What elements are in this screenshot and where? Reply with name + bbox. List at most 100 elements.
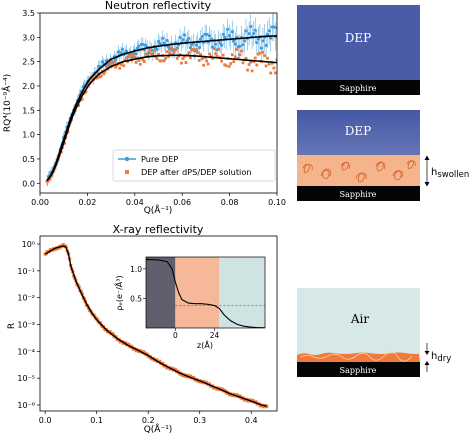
dep-after-point [159, 59, 163, 63]
xray-xtick-label: 0.0 [39, 416, 52, 425]
dep-after-point [240, 49, 243, 53]
dep-after-point [236, 57, 240, 60]
polymer-coil-1 [302, 163, 313, 173]
dep-after-point [267, 62, 271, 66]
dep-after-point [150, 52, 153, 56]
polymer-coil-6 [392, 170, 404, 181]
dep-after-point [250, 69, 254, 73]
dep-after-point [77, 104, 80, 107]
swollen-dimension: hswollen [424, 155, 469, 187]
dep-after-point [115, 63, 119, 67]
dep-after-point [84, 90, 88, 94]
inset-ylabel: ρₑ(e⁻/Å³) [113, 275, 124, 310]
dep-after-point [111, 62, 115, 66]
dep-after-point [246, 68, 249, 72]
dep-after-point [137, 59, 141, 62]
dep-label-top: DEP [345, 31, 371, 45]
sapphire-substrate-top [297, 80, 420, 95]
schematic-swollen: DEP Sapphire hswollen [297, 110, 469, 201]
dep-after-point [181, 57, 185, 60]
dep-after-point [165, 50, 169, 53]
neutron-xlabel: Q(Å⁻¹) [144, 204, 173, 216]
dry-film-texture [299, 351, 413, 362]
dep-after-point [148, 48, 152, 52]
dep-after-point [214, 52, 218, 56]
xray-ytick-label: 10⁻² [17, 294, 35, 303]
inset-region-2 [219, 257, 265, 328]
xray-ytick-label: 10⁻⁶ [17, 401, 35, 410]
dep-after-point [102, 72, 106, 76]
pure-dep-point [147, 51, 151, 55]
dep-after-point [223, 63, 227, 67]
dep-after-point [241, 61, 245, 65]
dep-after-point [197, 58, 201, 62]
dep-after-point [112, 60, 116, 64]
pure-dep-point [220, 43, 224, 47]
neutron-xtick-label: 0.02 [78, 198, 96, 207]
dep-after-point [215, 54, 219, 58]
pure-dep-point [161, 36, 165, 40]
pure-dep-point [124, 49, 128, 53]
inset-xlabel: z(Å) [197, 339, 213, 350]
dep-after-point [119, 63, 123, 66]
dep-after-point [188, 56, 192, 60]
dep-after-point [274, 71, 277, 75]
neutron-ytick-label: 3.5 [22, 9, 35, 18]
xray-ytick-label: 10⁻⁵ [17, 374, 35, 383]
dep-after-point [229, 62, 233, 65]
inset-xtick-label: 0 [173, 331, 178, 340]
air-region [297, 288, 420, 355]
pure-dep-point [100, 60, 104, 64]
dep-after-point [104, 64, 108, 68]
pure-dep-point [209, 37, 213, 41]
pure-dep-point [241, 43, 245, 47]
dep-after-point [138, 62, 142, 66]
polymer-coil-4 [355, 172, 367, 183]
dep-after-point [205, 59, 209, 63]
dry-arrow-up [424, 361, 430, 365]
dep-after-point [235, 48, 239, 51]
xray-ytick-label: 10⁻⁴ [17, 347, 35, 356]
sapphire-substrate-bottom [297, 362, 420, 377]
xray-fit-line [44, 245, 267, 407]
xray-data-point [204, 380, 208, 384]
dep-after-point [244, 56, 248, 60]
pure-dep-point [252, 31, 256, 35]
pure-dep-point [230, 30, 234, 34]
dep-after-point [183, 54, 186, 58]
xray-ytick-label: 10⁻¹ [17, 267, 35, 276]
pure-dep-point [261, 39, 265, 43]
dep-after-point [118, 66, 122, 70]
pure-dep-point [272, 25, 276, 29]
dep-after-point [108, 60, 112, 64]
pure-dep-point [194, 43, 198, 47]
dep-after-point [129, 54, 132, 58]
neutron-xtick-label: 0.08 [221, 198, 239, 207]
h-swollen-h: h [431, 167, 437, 178]
xray-data-point [95, 317, 99, 321]
sapphire-label-middle: Sapphire [340, 190, 377, 199]
dep-after-point [157, 52, 160, 56]
dep-after-point [258, 51, 262, 55]
pure-dep-point [253, 28, 257, 32]
dep-after-point [224, 64, 228, 68]
dry-film [297, 352, 420, 362]
dep-after-point [107, 64, 111, 68]
dry-dimension: hdry [424, 343, 451, 372]
sapphire-label-bottom: Sapphire [340, 366, 377, 375]
pure-dep-point [238, 44, 242, 48]
swollen-arrow-up [424, 155, 430, 160]
h-swollen-sub: swollen [437, 170, 469, 180]
neutron-title: Neutron reflectivity [105, 0, 212, 12]
pure-dep-point [218, 41, 222, 45]
dep-after-point [255, 63, 259, 67]
pure-dep-point [182, 33, 186, 37]
neutron-ytick-label: 2.0 [22, 82, 35, 91]
pure-dep-point [221, 32, 225, 36]
pure-dep-point [137, 44, 141, 48]
pure-dep-point [269, 36, 273, 40]
h-dry-label: hdry [431, 351, 451, 364]
dep-after-point [162, 59, 166, 63]
pure-dep-point [114, 57, 118, 61]
